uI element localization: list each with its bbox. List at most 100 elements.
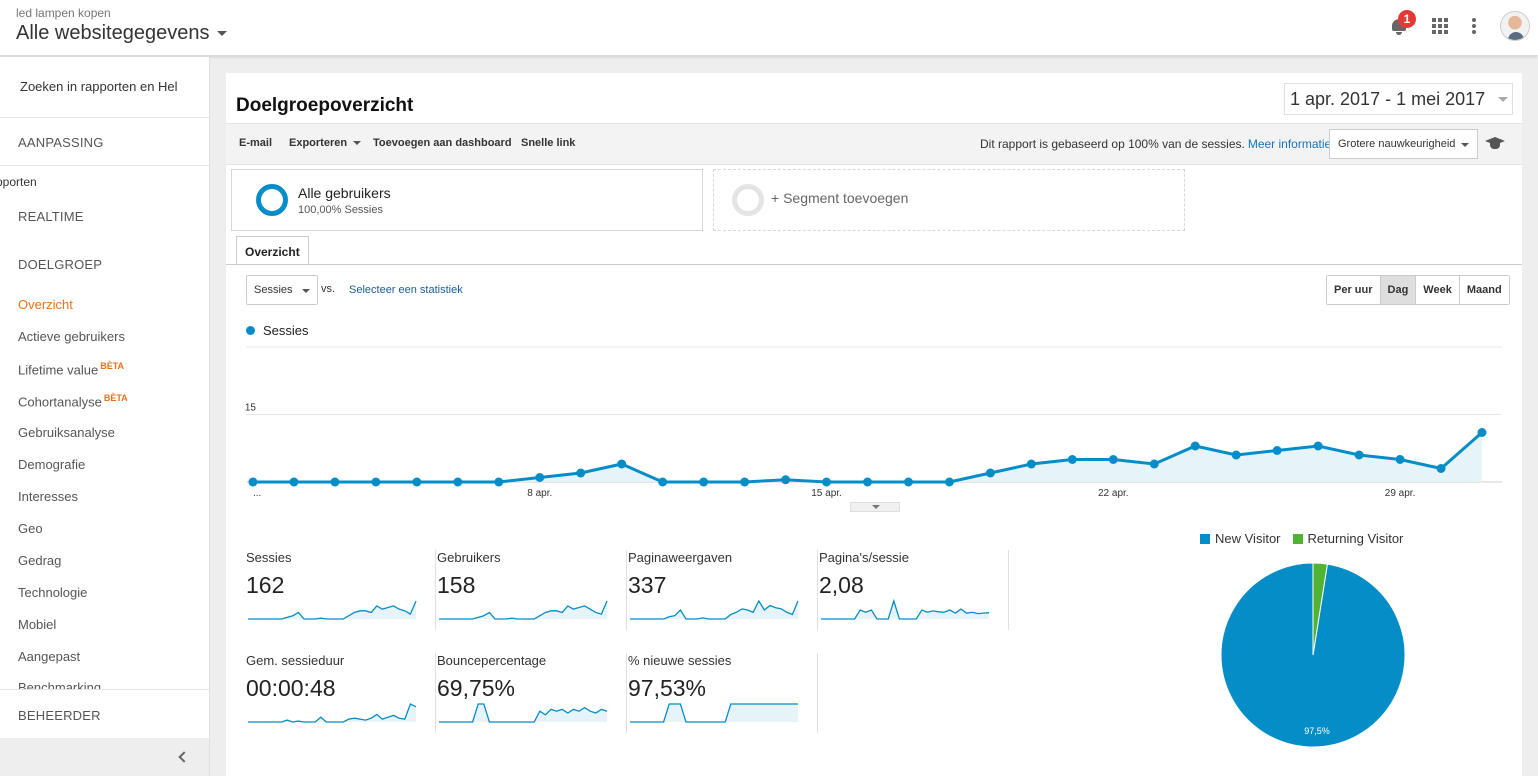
- metric-tile[interactable]: Pagina's/sessie 2,08: [819, 550, 1009, 638]
- data-point[interactable]: [944, 477, 954, 487]
- granularity-day-button[interactable]: Dag: [1379, 276, 1416, 304]
- email-button[interactable]: E-mail: [239, 137, 273, 149]
- data-point[interactable]: [1231, 450, 1241, 460]
- data-point[interactable]: [658, 477, 668, 487]
- sparkline-fill: [439, 601, 607, 619]
- sidebar-item-customization[interactable]: AANPASSING: [18, 135, 104, 150]
- sidebar-item-custom[interactable]: Aangepast: [18, 649, 81, 664]
- sidebar-item-cohort-analysis[interactable]: Cohortanalyse BÈTA: [18, 393, 128, 410]
- add-to-dashboard-button[interactable]: Toevoegen aan dashboard: [373, 137, 512, 149]
- sidebar-search-input[interactable]: Zoeken in rapporten en Hel: [20, 79, 178, 94]
- data-point[interactable]: [1149, 459, 1159, 469]
- more-info-link[interactable]: Meer informatie: [1247, 137, 1332, 151]
- sparkline-fill: [248, 704, 416, 722]
- chart-expand-toggle[interactable]: [850, 502, 900, 512]
- sidebar-item-user-explorer[interactable]: Gebruiksanalyse: [18, 425, 115, 440]
- granularity-hourly-button[interactable]: Per uur: [1327, 276, 1380, 304]
- metric-tile[interactable]: Bouncepercentage 69,75%: [437, 653, 627, 741]
- select-statistic-link[interactable]: Selecteer een statistiek: [349, 284, 463, 296]
- notifications-bell-icon[interactable]: 1: [1390, 10, 1416, 36]
- data-point[interactable]: [617, 459, 627, 469]
- sparkline-fill: [630, 704, 798, 722]
- sparkline: [439, 703, 608, 723]
- metric-tile[interactable]: Paginaweergaven 337: [628, 550, 818, 638]
- data-point[interactable]: [412, 477, 422, 487]
- metric-select[interactable]: Sessies: [246, 275, 318, 305]
- data-point[interactable]: [1395, 455, 1405, 464]
- sessions-line-chart: 15 30... 8 apr. 15 apr. 22 apr. 29 apr.: [245, 343, 1502, 499]
- avatar[interactable]: [1500, 11, 1530, 41]
- property-selector[interactable]: Alle websitegegevens: [16, 22, 228, 45]
- data-point[interactable]: [1108, 455, 1118, 464]
- data-point[interactable]: [740, 477, 750, 487]
- legend-swatch: [1200, 534, 1210, 544]
- sidebar-item-mobile[interactable]: Mobiel: [18, 617, 57, 632]
- pie-slice-returning-visitor[interactable]: [1312, 562, 1328, 656]
- data-point[interactable]: [330, 477, 340, 487]
- chevron-down-icon: [1461, 143, 1469, 147]
- segment-ring-icon: [256, 184, 288, 216]
- add-segment-button[interactable]: + Segment toevoegen: [713, 169, 1185, 231]
- data-point[interactable]: [863, 477, 872, 487]
- sidebar-item-lifetime-value[interactable]: Lifetime value BÈTA: [18, 361, 125, 378]
- segment-all-users[interactable]: Alle gebruikers 100,00% Sessies: [231, 169, 703, 231]
- data-point[interactable]: [453, 477, 463, 487]
- x-tick-label: 29 apr.: [1385, 488, 1416, 499]
- data-point[interactable]: [1272, 446, 1282, 455]
- sidebar-item-overview[interactable]: Overzicht: [18, 297, 73, 312]
- data-point[interactable]: [535, 473, 545, 482]
- data-point[interactable]: [1067, 455, 1077, 464]
- data-point[interactable]: [1313, 441, 1323, 451]
- export-button[interactable]: Exporteren: [289, 137, 362, 149]
- sidebar-item-audience[interactable]: DOELGROEP: [18, 257, 103, 272]
- sparkline: [630, 703, 798, 723]
- sparkline-line: [630, 703, 798, 723]
- sidebar-item-interests[interactable]: Interesses: [18, 489, 78, 504]
- data-point[interactable]: [494, 477, 504, 487]
- more-vertical-icon[interactable]: [1472, 18, 1476, 34]
- graduation-cap-icon[interactable]: [1484, 137, 1506, 151]
- sidebar-item-geo[interactable]: Geo: [18, 521, 43, 536]
- data-point[interactable]: [1477, 428, 1487, 437]
- collapse-sidebar-icon[interactable]: [178, 751, 190, 763]
- metric-tile[interactable]: % nieuwe sessies 97,53%: [628, 653, 818, 741]
- sidebar-item-technology[interactable]: Technologie: [18, 585, 88, 600]
- granularity-month-button[interactable]: Maand: [1458, 276, 1509, 304]
- data-point[interactable]: [1190, 441, 1200, 451]
- granularity-week-button[interactable]: Week: [1415, 276, 1459, 304]
- sidebar-section-reports: pporten: [0, 175, 37, 189]
- metric-tile[interactable]: Sessies 162: [246, 550, 436, 638]
- data-point[interactable]: [248, 477, 258, 487]
- data-point[interactable]: [576, 468, 586, 478]
- sidebar-item-demographics[interactable]: Demografie: [18, 457, 86, 472]
- sidebar-item-active-users[interactable]: Actieve gebruikers: [18, 329, 125, 344]
- tile-divider: [626, 653, 627, 733]
- data-point[interactable]: [1436, 464, 1446, 473]
- data-point[interactable]: [289, 477, 299, 487]
- data-point[interactable]: [822, 477, 832, 487]
- sparkline-line: [248, 703, 417, 723]
- data-point[interactable]: [1026, 459, 1036, 469]
- metric-label: Paginaweergaven: [628, 550, 733, 565]
- chevron-down-icon: [217, 31, 228, 36]
- sidebar-item-admin[interactable]: BEHEERDER: [18, 708, 101, 723]
- data-point[interactable]: [1354, 450, 1364, 460]
- data-point[interactable]: [371, 477, 381, 487]
- metric-tile[interactable]: Gebruikers 158: [437, 550, 627, 638]
- x-tick-label: ...: [253, 488, 261, 499]
- tab-overview[interactable]: Overzicht: [236, 236, 309, 265]
- tile-divider: [1008, 550, 1009, 630]
- shortcut-button[interactable]: Snelle link: [521, 137, 576, 149]
- sidebar-item-realtime[interactable]: REALTIME: [18, 209, 84, 224]
- sidebar-item-behavior[interactable]: Gedrag: [18, 553, 62, 568]
- data-point[interactable]: [699, 477, 709, 487]
- data-point[interactable]: [985, 468, 995, 478]
- apps-grid-icon[interactable]: [1432, 18, 1448, 34]
- data-point[interactable]: [781, 475, 791, 485]
- sidebar-item-benchmarking[interactable]: Benchmarking: [18, 680, 102, 690]
- precision-select[interactable]: Grotere nauwkeurigheid: [1329, 129, 1478, 159]
- metric-label: Gebruikers: [437, 550, 501, 565]
- date-range-picker[interactable]: 1 apr. 2017 - 1 mei 2017: [1284, 83, 1513, 115]
- data-point[interactable]: [903, 477, 913, 487]
- metric-tile[interactable]: Gem. sessieduur 00:00:48: [246, 653, 436, 741]
